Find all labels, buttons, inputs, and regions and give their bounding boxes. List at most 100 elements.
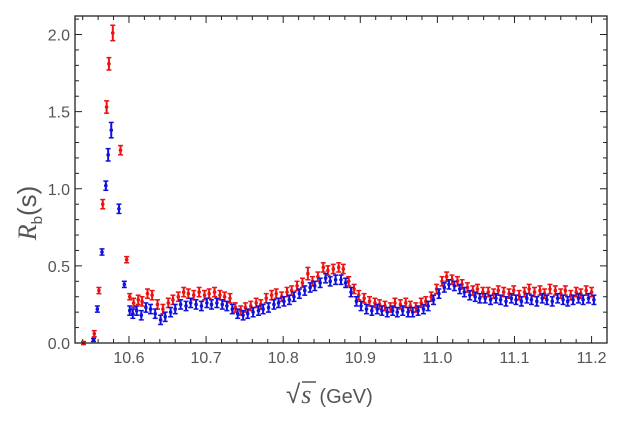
data-point bbox=[271, 299, 277, 310]
data-marker bbox=[584, 288, 588, 293]
data-marker bbox=[571, 298, 575, 302]
data-marker bbox=[161, 307, 165, 311]
data-point bbox=[317, 277, 323, 289]
data-point bbox=[229, 303, 235, 315]
data-point bbox=[185, 288, 191, 300]
data-marker bbox=[209, 302, 214, 307]
data-point bbox=[570, 294, 576, 306]
data-point bbox=[524, 292, 530, 304]
data-marker bbox=[333, 277, 338, 282]
data-marker bbox=[269, 293, 274, 297]
data-marker bbox=[168, 310, 173, 314]
data-marker bbox=[548, 287, 552, 291]
y-tick-label: 0.0 bbox=[48, 336, 70, 353]
data-marker bbox=[95, 307, 100, 311]
data-marker bbox=[148, 307, 153, 311]
data-marker bbox=[501, 290, 506, 294]
data-marker bbox=[212, 290, 217, 294]
data-point bbox=[117, 144, 123, 156]
data-marker bbox=[235, 311, 240, 316]
data-point bbox=[394, 306, 400, 318]
data-marker bbox=[218, 293, 222, 297]
data-point bbox=[405, 306, 411, 318]
x-axis-label-unit: (GeV) bbox=[319, 386, 372, 408]
data-point bbox=[183, 300, 189, 312]
data-marker bbox=[92, 331, 97, 336]
data-point bbox=[343, 277, 349, 289]
data-point bbox=[245, 308, 251, 320]
x-axis-label-var: s bbox=[301, 380, 311, 409]
data-point bbox=[333, 274, 339, 286]
data-marker bbox=[426, 304, 430, 308]
data-point bbox=[100, 198, 106, 210]
data-marker bbox=[131, 301, 136, 305]
data-marker bbox=[341, 267, 346, 271]
data-point bbox=[152, 308, 158, 320]
data-marker bbox=[176, 294, 181, 299]
tick-labels: 10.6 10.7 10.8 10.9 11.0 11.1 11.2 0.0 0.5 1.0 1.5… bbox=[48, 28, 607, 367]
data-marker bbox=[230, 307, 235, 311]
data-marker bbox=[452, 284, 457, 288]
data-marker bbox=[535, 299, 539, 304]
data-marker bbox=[225, 304, 229, 308]
data-point bbox=[116, 203, 122, 215]
data-point bbox=[482, 292, 488, 304]
data-marker bbox=[144, 305, 148, 310]
data-marker bbox=[465, 285, 470, 290]
data-point bbox=[235, 308, 241, 320]
x-axis-label: √s (GeV) bbox=[286, 379, 373, 409]
data-marker bbox=[292, 294, 296, 299]
x-axis-label-radical: √ bbox=[286, 379, 301, 409]
data-point bbox=[549, 295, 555, 307]
data-point bbox=[99, 248, 105, 256]
data-point bbox=[110, 24, 116, 42]
data-marker bbox=[380, 308, 384, 313]
svg-text:√s(GeV): √s (GeV) bbox=[286, 379, 373, 409]
data-point bbox=[562, 285, 568, 296]
data-point bbox=[134, 305, 140, 316]
data-marker bbox=[416, 308, 420, 313]
data-marker bbox=[287, 298, 292, 302]
data-marker bbox=[117, 207, 121, 211]
data-marker bbox=[178, 302, 183, 307]
data-point bbox=[296, 288, 302, 300]
data-point bbox=[178, 299, 184, 310]
data-point bbox=[138, 309, 144, 321]
data-point bbox=[358, 300, 364, 312]
x-tick-label: 10.7 bbox=[191, 350, 222, 367]
x-tick-label: 10.6 bbox=[113, 350, 144, 367]
data-point bbox=[390, 305, 396, 316]
data-point bbox=[250, 306, 256, 318]
data-point bbox=[555, 292, 561, 304]
data-point bbox=[336, 262, 342, 273]
data-marker bbox=[300, 281, 305, 285]
data-point bbox=[193, 299, 199, 310]
data-point bbox=[260, 303, 266, 315]
data-marker bbox=[220, 302, 225, 307]
data-marker bbox=[331, 267, 336, 271]
data-marker bbox=[261, 307, 265, 311]
data-marker bbox=[473, 294, 477, 299]
data-point bbox=[256, 305, 262, 316]
data-point bbox=[346, 275, 352, 287]
data-point bbox=[206, 288, 212, 300]
data-point bbox=[379, 305, 385, 316]
data-marker bbox=[504, 299, 508, 304]
data-point bbox=[158, 314, 164, 326]
data-marker bbox=[202, 293, 207, 297]
data-point bbox=[307, 282, 313, 293]
data-point bbox=[196, 286, 202, 298]
y-tick-label: 1.5 bbox=[48, 105, 70, 122]
series-red bbox=[80, 24, 595, 346]
data-marker bbox=[266, 305, 271, 310]
data-point bbox=[361, 292, 367, 304]
data-marker bbox=[410, 310, 415, 314]
data-marker bbox=[107, 62, 111, 66]
data-marker bbox=[134, 308, 139, 313]
data-point bbox=[227, 292, 233, 304]
data-point bbox=[330, 263, 336, 275]
y-tick-label: 1.0 bbox=[48, 182, 70, 199]
data-point bbox=[327, 275, 333, 287]
data-marker bbox=[306, 271, 310, 276]
data-point bbox=[565, 295, 571, 307]
